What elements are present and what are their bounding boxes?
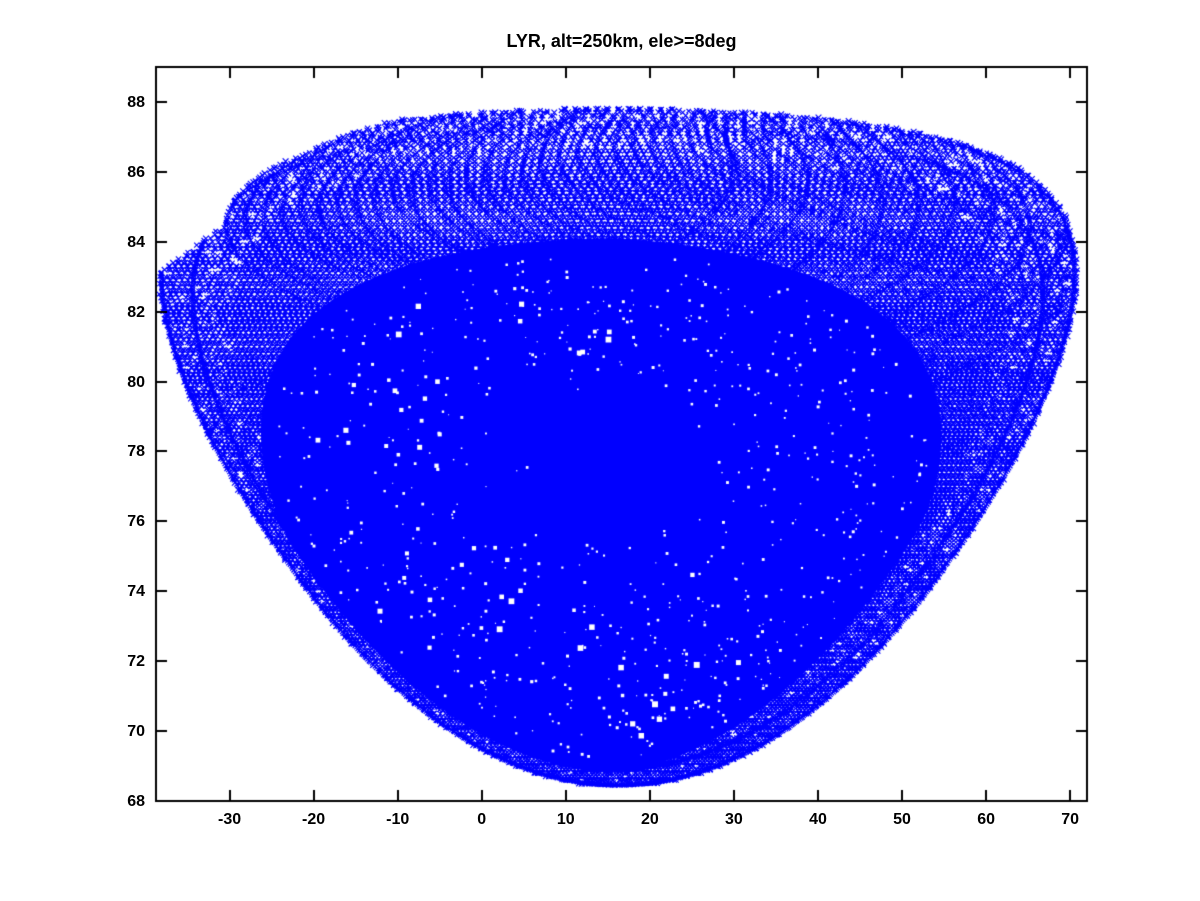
y-tick-label: 70 <box>127 723 145 741</box>
y-tick-label: 80 <box>127 373 145 391</box>
x-tick-label: 20 <box>640 811 659 828</box>
x-tick-label: -30 <box>217 811 242 828</box>
x-tick-label: -10 <box>386 811 410 828</box>
chart-title: LYR, alt=250km, ele>=8deg <box>506 31 737 51</box>
x-tick-label: 10 <box>556 811 575 828</box>
x-tick-label: 0 <box>477 811 487 828</box>
y-tick-label: 82 <box>127 303 145 321</box>
y-tick-label: 88 <box>127 93 145 111</box>
x-tick-label: 50 <box>893 811 911 828</box>
y-tick-label: 74 <box>127 583 145 601</box>
x-tick-label: 60 <box>977 811 995 828</box>
y-tick-label: 68 <box>127 793 145 810</box>
y-tick-label: 84 <box>127 233 145 251</box>
y-tick-label: 86 <box>127 163 145 181</box>
y-tick-label: 72 <box>127 653 145 671</box>
y-tick-label: 78 <box>127 443 145 461</box>
x-tick-label: 30 <box>725 811 743 828</box>
x-tick-label: 40 <box>809 811 827 828</box>
x-tick-label: 70 <box>1061 811 1080 828</box>
y-tick-label: 76 <box>127 513 145 531</box>
x-tick-label: -20 <box>302 811 326 828</box>
